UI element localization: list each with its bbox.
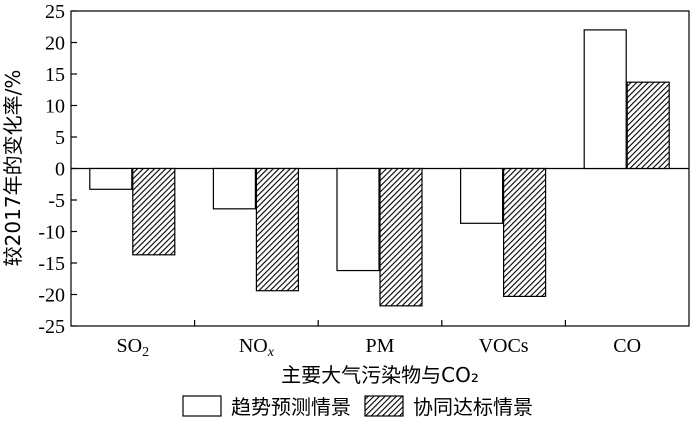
bar-synergy: [379, 167, 423, 307]
bar-trend: [583, 29, 627, 170]
x-tick-label: CO: [613, 335, 641, 357]
y-tick-label: 0: [55, 159, 65, 181]
bars: [89, 29, 670, 307]
bar-synergy: [255, 167, 299, 292]
y-tick-label: -5: [48, 190, 65, 212]
y-tick-label: -20: [38, 285, 65, 307]
y-tick-label: 25: [45, 1, 65, 23]
y-tick-label: 10: [45, 96, 65, 118]
y-axis-label: 较2017年的变化率/%: [1, 70, 25, 267]
legend-label-trend: 趋势预测情景: [231, 395, 351, 419]
bar-synergy: [503, 167, 547, 297]
y-tick-label: 20: [45, 33, 65, 55]
legend: 趋势预测情景 协同达标情景: [182, 395, 533, 419]
x-tick-label: SO2: [117, 335, 150, 360]
bar-trend: [460, 167, 504, 224]
bar-trend: [89, 167, 133, 190]
x-axis-label: 主要大气污染物与CO₂: [281, 363, 479, 387]
bar-trend: [212, 167, 256, 210]
legend-label-synergy: 协同达标情景: [413, 395, 533, 419]
legend-swatch-trend: [182, 395, 222, 417]
x-axis: SO2 NOx PM VOCs CO: [117, 320, 641, 360]
x-tick-label: PM: [366, 335, 395, 357]
y-tick-label: -25: [38, 316, 65, 338]
x-tick-label: NOx: [239, 335, 275, 360]
bar-synergy: [132, 167, 176, 256]
bar-trend: [336, 167, 380, 272]
bar-synergy: [626, 81, 670, 170]
legend-swatch-synergy: [364, 395, 404, 417]
y-tick-label: 5: [55, 127, 65, 149]
y-axis: -25 -20 -15 -10 -5 0 5 10 15 20 25: [38, 1, 77, 338]
y-tick-label: -10: [38, 222, 65, 244]
y-tick-label: -15: [38, 253, 65, 275]
y-tick-label: 15: [45, 64, 65, 86]
x-tick-label: VOCs: [479, 335, 529, 357]
